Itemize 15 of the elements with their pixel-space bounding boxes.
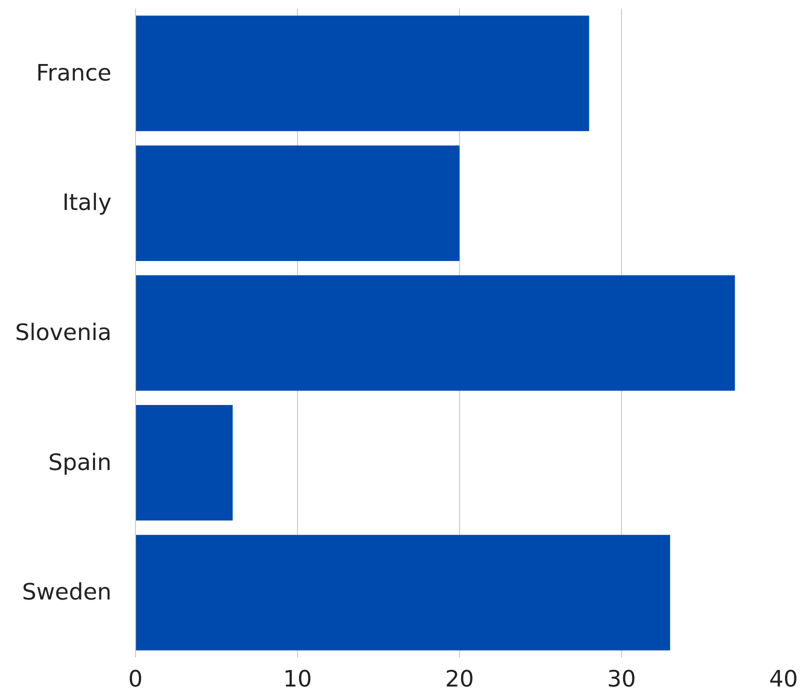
y-tick-label: Spain	[48, 450, 112, 476]
y-tick-label: Sweden	[22, 580, 112, 606]
x-tick-label: 10	[283, 666, 312, 692]
x-tick-label: 30	[607, 666, 636, 692]
y-tick-label: Italy	[62, 190, 112, 216]
bar	[136, 534, 670, 650]
bar	[136, 405, 233, 521]
bar	[136, 145, 460, 261]
bar	[136, 16, 590, 132]
y-tick-label: France	[36, 60, 112, 86]
x-tick-label: 0	[128, 666, 143, 692]
x-tick-label: 40	[769, 666, 798, 692]
x-tick-label: 20	[445, 666, 474, 692]
y-tick-label: Slovenia	[15, 320, 112, 346]
bar	[136, 275, 735, 391]
